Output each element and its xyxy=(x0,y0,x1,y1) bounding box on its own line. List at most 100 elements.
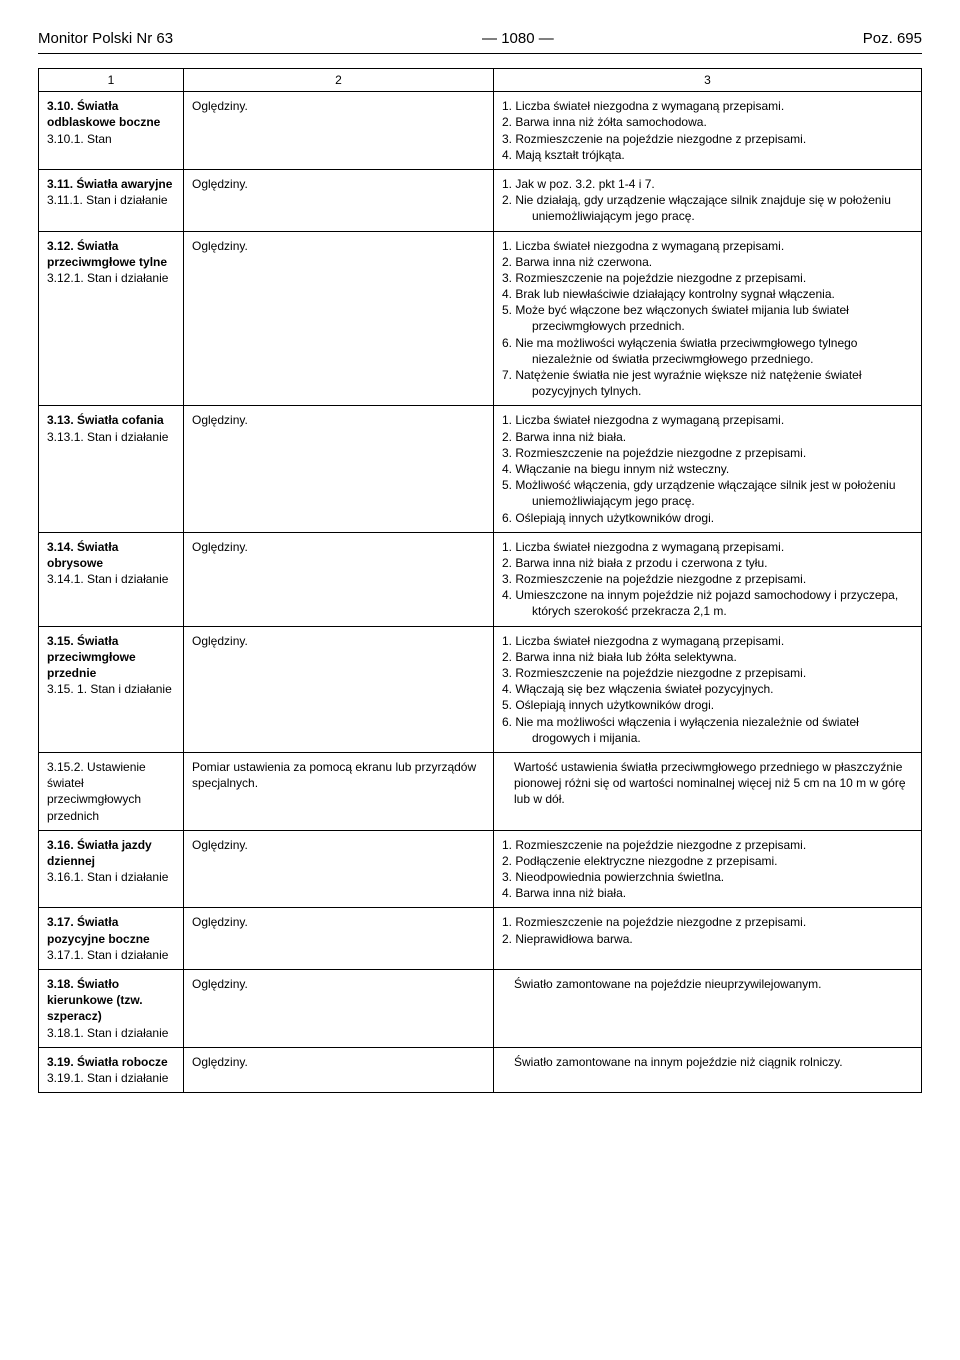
col2-cell: Oględziny. xyxy=(184,406,494,532)
col1-cell: 3.14. Światła obrysowe3.14.1. Stan i dzi… xyxy=(39,532,184,626)
page-header: Monitor Polski Nr 63 — 1080 — Poz. 695 xyxy=(38,30,922,47)
section-subitem: 3.19.1. Stan i działanie xyxy=(47,1070,175,1086)
criterion-line: 1. Rozmieszczenie na pojeździe niezgodne… xyxy=(502,837,913,853)
table-row: 3.17. Światła pozycyjne boczne 3.17.1. St… xyxy=(39,908,922,970)
table-row: 3.11. Światła awaryjne3.11.1. Stan i dzi… xyxy=(39,169,922,231)
col1-cell: 3.10. Światła odblaskowe boczne 3.10.1. S… xyxy=(39,92,184,170)
col1-cell: 3.17. Światła pozycyjne boczne 3.17.1. St… xyxy=(39,908,184,970)
table-row: 3.13. Światła cofania3.13.1. Stan i dzia… xyxy=(39,406,922,532)
col2-cell: Oględziny. xyxy=(184,1047,494,1092)
col3-cell: Światło zamontowane na pojeździe nieuprz… xyxy=(494,970,922,1048)
col1-cell: 3.19. Światła robocze3.19.1. Stan i dzia… xyxy=(39,1047,184,1092)
criterion-line: Światło zamontowane na innym pojeździe n… xyxy=(502,1054,913,1070)
header-left: Monitor Polski Nr 63 xyxy=(38,30,173,47)
criterion-line: 2. Nieprawidłowa barwa. xyxy=(502,931,913,947)
table-row: 3.19. Światła robocze3.19.1. Stan i dzia… xyxy=(39,1047,922,1092)
table-row: 3.15. Światła przeciwmgłowe przednie3.15… xyxy=(39,626,922,752)
section-subitem: 3.12.1. Stan i działanie xyxy=(47,270,175,286)
section-subitem: 3.14.1. Stan i działanie xyxy=(47,571,175,587)
criterion-line: 2. Barwa inna niż biała. xyxy=(502,429,913,445)
col1-cell: 3.13. Światła cofania3.13.1. Stan i dzia… xyxy=(39,406,184,532)
criterion-line: 3. Rozmieszczenie na pojeździe niezgodne… xyxy=(502,270,913,286)
table-row: 3.18. Światło kierunkowe (tzw. szperacz)… xyxy=(39,970,922,1048)
criterion-line: 5. Oślepiają innych użytkowników drogi. xyxy=(502,697,913,713)
col2-cell: Pomiar ustawienia za pomocą ekranu lub p… xyxy=(184,752,494,830)
criterion-line: 4. Barwa inna niż biała. xyxy=(502,885,913,901)
col1-cell: 3.18. Światło kierunkowe (tzw. szperacz)… xyxy=(39,970,184,1048)
col3-cell: 1. Liczba świateł niezgodna z wymaganą p… xyxy=(494,92,922,170)
col3-cell: 1. Rozmieszczenie na pojeździe niezgodne… xyxy=(494,908,922,970)
criterion-line: 1. Liczba świateł niezgodna z wymaganą p… xyxy=(502,633,913,649)
criterion-line: 4. Brak lub niewłaściwie działający kont… xyxy=(502,286,913,302)
criterion-line: 2. Barwa inna niż czerwona. xyxy=(502,254,913,270)
col3-cell: 1. Liczba świateł niezgodna z wymaganą p… xyxy=(494,406,922,532)
criterion-line: 1. Liczba świateł niezgodna z wymaganą p… xyxy=(502,539,913,555)
section-title: 3.17. Światła pozycyjne boczne xyxy=(47,915,150,945)
header-right: Poz. 695 xyxy=(863,30,922,47)
header-rule xyxy=(38,53,922,54)
criterion-line: 4. Włączanie na biegu innym niż wsteczny… xyxy=(502,461,913,477)
section-subitem: 3.13.1. Stan i działanie xyxy=(47,429,175,445)
criterion-line: 4. Włączają się bez włączenia świateł po… xyxy=(502,681,913,697)
criterion-line: 7. Natężenie światła nie jest wyraźnie w… xyxy=(502,367,913,399)
criterion-line: 3. Nieodpowiednia powierzchnia świetlna. xyxy=(502,869,913,885)
col1-cell: 3.16. Światła jazdy dziennej3.16.1. Stan… xyxy=(39,830,184,908)
table-row: 3.16. Światła jazdy dziennej3.16.1. Stan… xyxy=(39,830,922,908)
criterion-line: 1. Liczba świateł niezgodna z wymaganą p… xyxy=(502,98,913,114)
table-header-row: 1 2 3 xyxy=(39,69,922,92)
table-row: 3.15.2. Ustawienie świateł przeciwmgłowy… xyxy=(39,752,922,830)
col3-cell: Wartość ustawienia światła przeciwmgłowe… xyxy=(494,752,922,830)
criterion-line: Światło zamontowane na pojeździe nieuprz… xyxy=(502,976,913,992)
criterion-line: 4. Mają kształt trójkąta. xyxy=(502,147,913,163)
criterion-line: 2. Nie działają, gdy urządzenie włączają… xyxy=(502,192,913,224)
section-subitem: 3.15.2. Ustawienie świateł przeciwmgłowy… xyxy=(47,759,175,824)
criterion-line: 6. Nie ma możliwości wyłączenia światła … xyxy=(502,335,913,367)
criterion-line: 1. Rozmieszczenie na pojeździe niezgodne… xyxy=(502,914,913,930)
section-title: 3.14. Światła obrysowe xyxy=(47,540,118,570)
col3-cell: 1. Liczba świateł niezgodna z wymaganą p… xyxy=(494,532,922,626)
criterion-line: 3. Rozmieszczenie na pojeździe niezgodne… xyxy=(502,571,913,587)
section-subitem: 3.18.1. Stan i działanie xyxy=(47,1025,175,1041)
col3-cell: 1. Liczba świateł niezgodna z wymaganą p… xyxy=(494,626,922,752)
regulation-table: 1 2 3 3.10. Światła odblaskowe boczne3.1… xyxy=(38,68,922,1093)
col3-cell: 1. Jak w poz. 3.2. pkt 1-4 i 7.2. Nie dz… xyxy=(494,169,922,231)
criterion-line: 1. Jak w poz. 3.2. pkt 1-4 i 7. xyxy=(502,176,913,192)
section-title: 3.18. Światło kierunkowe (tzw. szperacz) xyxy=(47,977,143,1023)
col2-cell: Oględziny. xyxy=(184,908,494,970)
section-subitem: 3.15. 1. Stan i działanie xyxy=(47,681,175,697)
table-row: 3.12. Światła przeciwmgłowe tylne3.12.1.… xyxy=(39,231,922,406)
criterion-line: 6. Oślepiają innych użytkowników drogi. xyxy=(502,510,913,526)
table-row: 3.14. Światła obrysowe3.14.1. Stan i dzi… xyxy=(39,532,922,626)
col1-cell: 3.15.2. Ustawienie świateł przeciwmgłowy… xyxy=(39,752,184,830)
col2-cell: Oględziny. xyxy=(184,830,494,908)
table-row: 3.10. Światła odblaskowe boczne 3.10.1. S… xyxy=(39,92,922,170)
section-subitem: 3.10.1. Stan xyxy=(47,131,175,147)
header-center: — 1080 — xyxy=(173,30,863,47)
col-header-2: 2 xyxy=(184,69,494,92)
section-subitem: 3.17.1. Stan i działanie xyxy=(47,947,175,963)
criterion-line: 2. Barwa inna niż żółta samochodowa. xyxy=(502,114,913,130)
section-title: 3.15. Światła przeciwmgłowe przednie xyxy=(47,634,136,680)
col1-cell: 3.15. Światła przeciwmgłowe przednie3.15… xyxy=(39,626,184,752)
criterion-line: 2. Podłączenie elektryczne niezgodne z p… xyxy=(502,853,913,869)
col-header-1: 1 xyxy=(39,69,184,92)
col2-cell: Oględziny. xyxy=(184,231,494,406)
criterion-line: 5. Możliwość włączenia, gdy urządzenie w… xyxy=(502,477,913,509)
col1-cell: 3.11. Światła awaryjne3.11.1. Stan i dzi… xyxy=(39,169,184,231)
criterion-line: 3. Rozmieszczenie na pojeździe niezgodne… xyxy=(502,445,913,461)
col2-cell: Oględziny. xyxy=(184,92,494,170)
table-body: 3.10. Światła odblaskowe boczne 3.10.1. S… xyxy=(39,92,922,1093)
criterion-line: 5. Może być włączone bez włączonych świa… xyxy=(502,302,913,334)
col2-cell: Oględziny. xyxy=(184,169,494,231)
section-subitem: 3.11.1. Stan i działanie xyxy=(47,192,175,208)
col3-cell: Światło zamontowane na innym pojeździe n… xyxy=(494,1047,922,1092)
col2-cell: Oględziny. xyxy=(184,532,494,626)
col3-cell: 1. Liczba świateł niezgodna z wymaganą p… xyxy=(494,231,922,406)
section-title: 3.10. Światła odblaskowe boczne xyxy=(47,99,160,129)
col3-cell: 1. Rozmieszczenie na pojeździe niezgodne… xyxy=(494,830,922,908)
criterion-line: 2. Barwa inna niż biała z przodu i czerw… xyxy=(502,555,913,571)
criterion-line: 1. Liczba świateł niezgodna z wymaganą p… xyxy=(502,412,913,428)
section-title: 3.16. Światła jazdy dziennej xyxy=(47,838,152,868)
section-title: 3.12. Światła przeciwmgłowe tylne xyxy=(47,239,167,269)
criterion-line: 1. Liczba świateł niezgodna z wymaganą p… xyxy=(502,238,913,254)
